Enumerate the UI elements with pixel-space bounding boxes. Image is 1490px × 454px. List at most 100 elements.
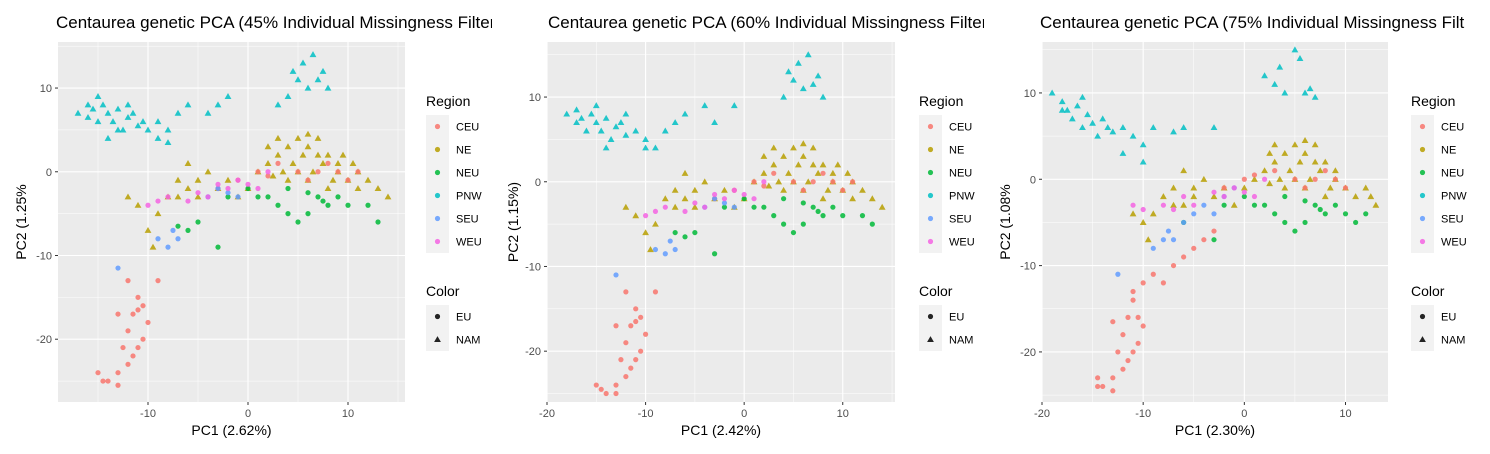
point-pnw [304,84,312,91]
y-axis-label: PC2 (1.08% [997,184,1013,259]
point-pnw [1079,93,1086,100]
point-pnw [154,118,162,125]
point-ne [834,161,842,168]
point-pnw [1089,119,1096,126]
point-pnw [1094,132,1102,139]
point-seu [1115,271,1121,277]
point-ne [691,203,699,210]
legend-label-neu: NEU [949,168,972,180]
point-weu [165,194,171,200]
point-ne [1200,175,1208,182]
point-weu [652,208,659,215]
point-ceu [95,370,101,376]
legend-label-weu: WEU [1441,237,1467,249]
point-pnw [642,136,649,142]
data-points [74,51,392,388]
point-weu [721,196,728,202]
legend-label-ne: NE [949,145,964,157]
point-ceu [1130,349,1136,355]
point-neu [859,213,866,219]
point-pnw [124,101,132,108]
point-weu [1170,206,1177,213]
point-ne [144,226,152,233]
point-neu [1272,211,1278,217]
point-pnw [104,109,112,116]
point-pnw [607,136,615,142]
point-pnw [94,93,102,99]
chart-75: Centaurea genetic PCA (75% Individual Mi… [997,13,1467,438]
point-seu [1160,237,1167,243]
point-weu [1130,202,1136,208]
point-pnw [109,118,117,125]
point-pnw [1058,98,1066,105]
point-ceu [135,307,141,313]
point-ne [1210,193,1218,200]
y-tick-label: -20 [525,346,541,358]
legend-key-nam [1419,336,1426,343]
point-ceu [1095,383,1101,390]
point-weu [751,196,757,202]
point-ne [319,159,327,166]
point-weu [1261,176,1268,182]
point-ne [1372,201,1380,208]
point-weu [1160,202,1167,208]
point-ceu [1140,280,1146,286]
point-pnw [587,110,595,117]
point-pnw [1104,124,1112,131]
point-ceu [1135,314,1141,320]
point-pnw [119,126,127,133]
point-weu [185,198,191,204]
point-ceu [1125,314,1131,320]
point-pnw [583,127,590,134]
point-ne [1266,149,1274,156]
point-ne [1144,236,1152,243]
point-ceu [1201,237,1207,243]
point-neu [790,229,797,236]
point-ne [1311,158,1319,165]
point-ne [859,186,866,193]
y-tick-label: -10 [525,261,541,273]
point-ceu [642,331,649,337]
point-pnw [1170,128,1177,135]
point-ne [364,176,372,183]
region-legend-title: Region [1411,93,1455,109]
point-seu [215,185,221,192]
point-ne [780,186,788,193]
point-ceu [135,294,141,300]
point-neu [1342,211,1349,217]
legend-key-pnw [927,192,934,199]
chart-title: Centaurea genetic PCA (60% Individual Mi… [548,13,984,32]
point-ceu [603,390,609,397]
point-neu [1211,237,1217,243]
point-ne [785,169,792,176]
point-pnw [1301,89,1309,96]
point-ne [671,186,679,193]
point-weu [1241,189,1247,195]
point-pnw [174,109,182,116]
point-neu [1302,198,1308,204]
point-neu [840,213,846,219]
legend-label-neu: NEU [456,168,479,180]
point-neu [1312,202,1318,208]
point-pnw [129,109,137,116]
point-ceu [1292,176,1298,182]
point-weu [265,169,271,175]
y-tick-label: -10 [36,250,52,262]
point-ne [329,176,337,183]
point-ne [849,195,857,202]
point-ne [1160,193,1167,200]
point-ne [269,172,277,179]
point-ceu [633,306,639,312]
legend-label-ceu: CEU [1441,122,1464,134]
point-ne [1261,167,1268,174]
point-pnw [780,93,788,100]
y-tick-label: -10 [1020,261,1036,273]
point-neu [1322,211,1328,217]
point-neu [751,204,757,210]
legend-key-seu [927,215,934,222]
legend-key-neu [927,169,934,176]
y-tick-label: -20 [36,334,52,346]
y-tick-label: -20 [1020,347,1036,359]
point-pnw [563,110,571,117]
x-tick-label: 0 [1241,408,1247,420]
